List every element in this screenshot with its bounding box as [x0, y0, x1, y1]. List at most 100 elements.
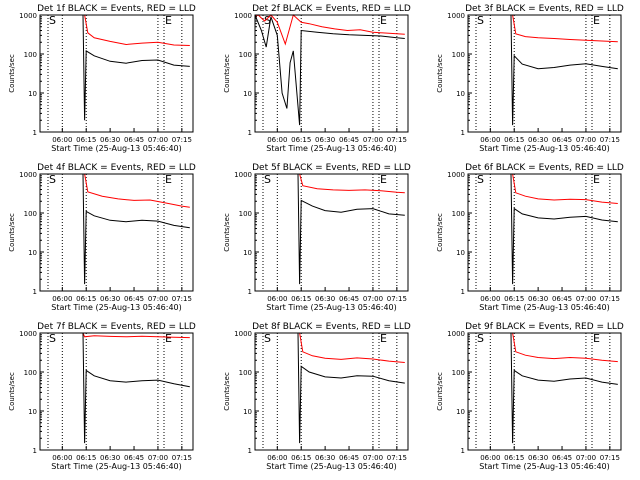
x-tick-label: 06:00 — [52, 136, 72, 144]
end-marker-label: E — [165, 173, 172, 186]
x-axis-label: Start Time (25-Aug-13 05:46:40) — [266, 462, 397, 471]
x-tick-label: 06:45 — [339, 295, 359, 303]
x-tick-label: 06:30 — [315, 454, 335, 462]
x-tick-label: 06:00 — [480, 454, 500, 462]
x-tick-label: 06:45 — [339, 136, 359, 144]
x-tick-label: 07:15 — [387, 136, 407, 144]
y-axis-label: Counts/sec — [223, 213, 231, 252]
end-marker-label: E — [593, 14, 600, 27]
chart-title: Det 3f BLACK = Events, RED = LLD — [465, 4, 624, 14]
y-tick-label: 10 — [456, 408, 465, 416]
end-marker-label: E — [380, 332, 387, 345]
x-tick-label: 06:45 — [552, 454, 572, 462]
y-tick-label: 10 — [243, 90, 252, 98]
plot-frame — [467, 332, 622, 451]
y-tick-label: 100 — [24, 210, 37, 218]
y-tick-label: 10 — [456, 90, 465, 98]
y-tick-label: 10 — [243, 408, 252, 416]
lld-series-line — [468, 14, 618, 43]
plot-frame — [254, 332, 409, 451]
start-marker-label: S — [49, 14, 56, 27]
x-tick-label: 07:15 — [387, 454, 407, 462]
y-tick-label: 1 — [248, 288, 252, 296]
x-tick-label: 07:15 — [172, 454, 192, 462]
events-series-line — [468, 332, 618, 444]
lld-series-line — [468, 173, 618, 204]
lld-series-line — [40, 332, 190, 339]
y-tick-label: 10 — [456, 249, 465, 257]
x-tick-label: 06:15 — [504, 295, 524, 303]
x-tick-label: 07:00 — [363, 295, 383, 303]
y-tick-label: 1 — [461, 447, 465, 455]
x-axis-label: Start Time (25-Aug-13 05:46:40) — [51, 303, 182, 312]
events-series-line — [468, 14, 618, 126]
x-tick-label: 07:00 — [148, 295, 168, 303]
x-tick-label: 06:30 — [100, 136, 120, 144]
x-tick-label: 07:00 — [576, 454, 596, 462]
y-axis-label: Counts/sec — [436, 372, 444, 411]
plot-frame — [254, 14, 409, 133]
y-tick-label: 1000 — [234, 330, 252, 338]
x-tick-label: 06:15 — [76, 295, 96, 303]
lld-series-line — [254, 14, 405, 46]
y-tick-label: 10 — [243, 249, 252, 257]
chart-title: Det 2f BLACK = Events, RED = LLD — [252, 4, 411, 14]
end-marker-label: E — [593, 173, 600, 186]
y-axis-label: Counts/sec — [8, 54, 16, 93]
x-tick-label: 07:15 — [600, 295, 620, 303]
x-tick-label: 06:30 — [528, 295, 548, 303]
start-marker-label: S — [477, 332, 484, 345]
y-tick-label: 1000 — [447, 12, 465, 20]
y-tick-label: 1000 — [447, 171, 465, 179]
x-tick-label: 07:15 — [172, 136, 192, 144]
x-tick-label: 06:30 — [315, 295, 335, 303]
x-tick-label: 06:30 — [100, 295, 120, 303]
y-axis-label: Counts/sec — [223, 54, 231, 93]
x-tick-label: 07:00 — [576, 136, 596, 144]
events-series-line — [40, 173, 190, 285]
y-axis-label: Counts/sec — [223, 372, 231, 411]
x-tick-label: 06:15 — [504, 454, 524, 462]
y-tick-label: 100 — [452, 51, 465, 59]
y-tick-label: 10 — [28, 408, 37, 416]
x-axis-label: Start Time (25-Aug-13 05:46:40) — [266, 303, 397, 312]
y-tick-label: 1 — [461, 129, 465, 137]
end-marker-label: E — [380, 14, 387, 27]
events-series-line — [254, 14, 405, 126]
x-tick-label: 06:45 — [124, 454, 144, 462]
y-axis-label: Counts/sec — [8, 213, 16, 252]
x-tick-label: 06:30 — [100, 454, 120, 462]
x-tick-label: 06:15 — [291, 136, 311, 144]
end-marker-label: E — [380, 173, 387, 186]
y-axis-label: Counts/sec — [8, 372, 16, 411]
x-tick-label: 06:15 — [291, 295, 311, 303]
x-tick-label: 06:00 — [480, 295, 500, 303]
y-axis-label: Counts/sec — [436, 213, 444, 252]
y-tick-label: 100 — [452, 369, 465, 377]
chart-title: Det 8f BLACK = Events, RED = LLD — [252, 322, 411, 332]
plot-frame — [39, 14, 194, 133]
x-tick-label: 06:00 — [267, 454, 287, 462]
start-marker-label: S — [264, 332, 271, 345]
x-axis-label: Start Time (25-Aug-13 05:46:40) — [479, 144, 610, 153]
lld-series-line — [255, 332, 405, 363]
x-tick-label: 06:30 — [528, 136, 548, 144]
start-marker-label: S — [264, 173, 271, 186]
y-tick-label: 10 — [28, 249, 37, 257]
plot-frame — [467, 173, 622, 292]
events-series-line — [40, 14, 190, 121]
x-tick-label: 06:30 — [528, 454, 548, 462]
start-marker-label: S — [477, 14, 484, 27]
chart-title: Det 9f BLACK = Events, RED = LLD — [465, 322, 624, 332]
y-tick-label: 100 — [24, 369, 37, 377]
x-tick-label: 06:15 — [291, 454, 311, 462]
x-tick-label: 06:00 — [52, 295, 72, 303]
plot-frame — [467, 14, 622, 133]
